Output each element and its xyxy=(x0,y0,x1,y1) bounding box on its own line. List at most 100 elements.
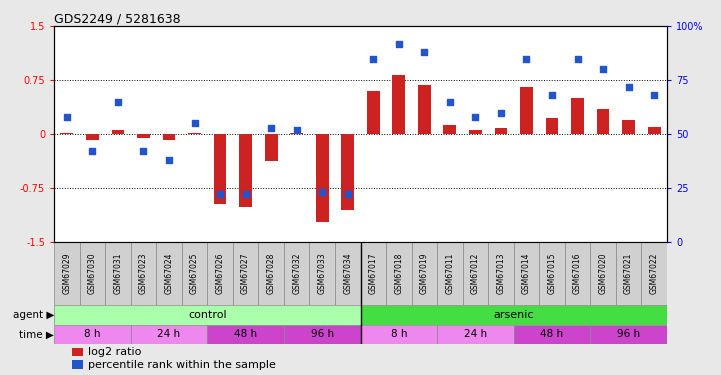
Point xyxy=(547,92,558,98)
Bar xyxy=(495,128,508,134)
Text: GSM67013: GSM67013 xyxy=(497,253,505,294)
Bar xyxy=(79,242,105,305)
Bar xyxy=(597,109,609,134)
Bar xyxy=(360,324,437,344)
Bar xyxy=(163,134,175,140)
Bar xyxy=(590,324,667,344)
Text: GSM67033: GSM67033 xyxy=(318,252,327,294)
Point xyxy=(393,40,404,46)
Bar xyxy=(616,242,642,305)
Bar xyxy=(258,242,284,305)
Bar xyxy=(412,242,437,305)
Bar xyxy=(341,134,354,210)
Bar xyxy=(513,242,539,305)
Text: GSM67030: GSM67030 xyxy=(88,252,97,294)
Point xyxy=(87,148,98,154)
Bar xyxy=(513,324,590,344)
Text: GSM67011: GSM67011 xyxy=(446,253,454,294)
Text: GSM67020: GSM67020 xyxy=(598,253,608,294)
Point xyxy=(623,84,634,90)
Text: arsenic: arsenic xyxy=(493,310,534,320)
Bar xyxy=(520,87,533,134)
Bar xyxy=(571,98,584,134)
Bar xyxy=(54,305,360,324)
Bar xyxy=(156,242,182,305)
Bar xyxy=(392,75,405,134)
Bar xyxy=(367,91,380,134)
Bar xyxy=(208,242,233,305)
Point xyxy=(163,157,174,163)
Bar xyxy=(105,242,131,305)
Text: time ▶: time ▶ xyxy=(19,329,54,339)
Text: GSM67022: GSM67022 xyxy=(650,253,659,294)
Text: GSM67029: GSM67029 xyxy=(62,253,71,294)
Text: agent ▶: agent ▶ xyxy=(13,310,54,320)
Text: 96 h: 96 h xyxy=(617,329,640,339)
Point xyxy=(444,99,456,105)
Point xyxy=(419,49,430,55)
Bar xyxy=(265,134,278,161)
Text: GSM67014: GSM67014 xyxy=(522,253,531,294)
Point xyxy=(495,110,507,116)
Bar xyxy=(360,305,667,324)
Point xyxy=(61,114,73,120)
Bar xyxy=(284,242,309,305)
Bar xyxy=(647,127,660,134)
Bar xyxy=(443,125,456,134)
Bar xyxy=(335,242,360,305)
Bar xyxy=(131,324,208,344)
Text: percentile rank within the sample: percentile rank within the sample xyxy=(88,360,275,369)
Text: log2 ratio: log2 ratio xyxy=(88,347,141,357)
Text: GSM67028: GSM67028 xyxy=(267,253,275,294)
Text: GSM67027: GSM67027 xyxy=(241,253,250,294)
Text: GSM67023: GSM67023 xyxy=(139,253,148,294)
Point xyxy=(469,114,481,120)
Point xyxy=(138,148,149,154)
Text: 24 h: 24 h xyxy=(464,329,487,339)
Text: GDS2249 / 5281638: GDS2249 / 5281638 xyxy=(54,12,181,25)
Bar xyxy=(239,134,252,207)
Bar xyxy=(208,324,284,344)
Bar xyxy=(182,242,208,305)
Text: 48 h: 48 h xyxy=(541,329,564,339)
Bar xyxy=(54,242,79,305)
Bar xyxy=(309,242,335,305)
Point xyxy=(189,120,200,126)
Text: GSM67025: GSM67025 xyxy=(190,253,199,294)
Text: GSM67019: GSM67019 xyxy=(420,253,429,294)
Bar xyxy=(284,324,360,344)
Text: GSM67032: GSM67032 xyxy=(292,253,301,294)
Bar xyxy=(565,242,590,305)
Text: control: control xyxy=(188,310,226,320)
Text: 48 h: 48 h xyxy=(234,329,257,339)
Point xyxy=(291,127,302,133)
Point xyxy=(214,191,226,197)
Text: GSM67026: GSM67026 xyxy=(216,253,224,294)
Bar xyxy=(233,242,258,305)
Point xyxy=(597,66,609,72)
Bar xyxy=(622,120,635,134)
Bar xyxy=(72,348,84,356)
Bar xyxy=(131,242,156,305)
Text: GSM67024: GSM67024 xyxy=(164,253,174,294)
Text: GSM67034: GSM67034 xyxy=(343,252,353,294)
Point xyxy=(112,99,124,105)
Bar xyxy=(469,130,482,134)
Bar xyxy=(61,133,74,134)
Text: GSM67017: GSM67017 xyxy=(368,253,378,294)
Bar xyxy=(463,242,488,305)
Bar xyxy=(291,133,303,134)
Point xyxy=(240,191,252,197)
Bar xyxy=(546,118,558,134)
Text: 96 h: 96 h xyxy=(311,329,334,339)
Text: 8 h: 8 h xyxy=(391,329,407,339)
Bar xyxy=(112,130,124,134)
Text: GSM67012: GSM67012 xyxy=(471,253,480,294)
Text: GSM67021: GSM67021 xyxy=(624,253,633,294)
Bar xyxy=(86,134,99,140)
Bar xyxy=(137,134,150,138)
Bar xyxy=(437,242,463,305)
Bar xyxy=(360,242,386,305)
Bar xyxy=(437,324,513,344)
Text: GSM67018: GSM67018 xyxy=(394,253,403,294)
